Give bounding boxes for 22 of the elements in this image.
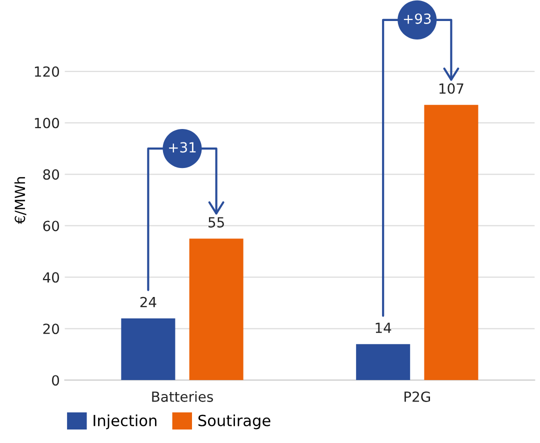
y-tick-label: 60 [43,220,60,232]
y-tick-label: 120 [34,66,60,77]
y-tick-label: 40 [42,272,60,283]
legend-label: Soutirage [198,414,270,430]
x-tick-label: Batteries [152,391,213,402]
bar [121,318,176,380]
bar [189,238,244,380]
y-tick-label: 0 [52,375,60,386]
data-label: 55 [208,217,224,228]
bar [356,344,410,380]
y-tick-label: 100 [34,118,60,128]
y-axis-title: €/MWh [14,177,26,224]
data-label: 24 [140,296,156,308]
data-label: 107 [439,83,464,94]
annotation: +31 [169,142,196,153]
x-tick-label: P2G [404,391,430,402]
y-tick-label: 80 [43,169,60,180]
bar [424,104,478,380]
legend-label: Injection [94,414,156,430]
data-label: 14 [376,322,392,333]
y-tick-label: 20 [43,324,60,334]
annotation: +93 [404,13,431,24]
